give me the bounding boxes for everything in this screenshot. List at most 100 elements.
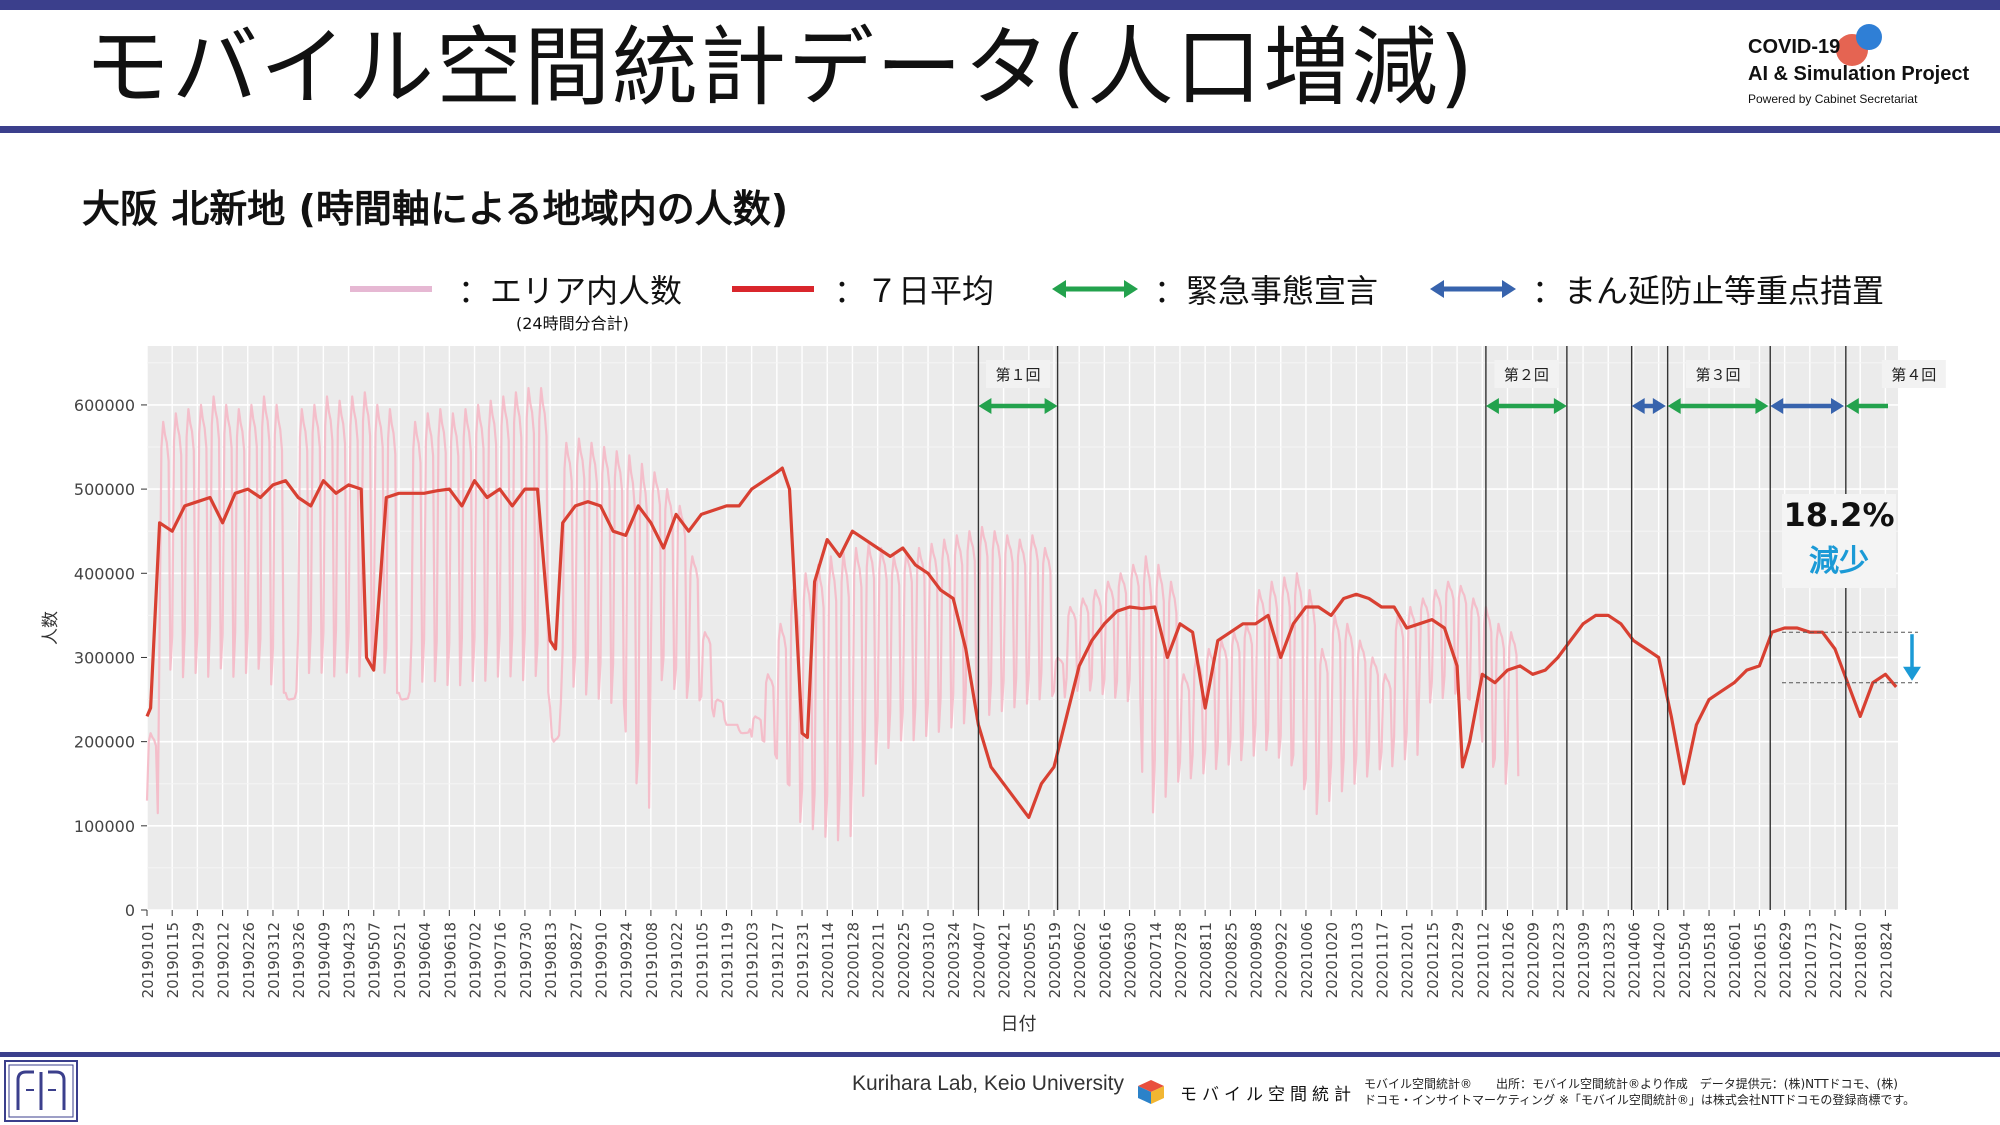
legend-label-avg: ：７日平均 bbox=[834, 272, 995, 310]
x-tick-label: 20191008 bbox=[643, 922, 661, 998]
x-tick-label: 20210727 bbox=[1827, 922, 1845, 998]
x-tick-label: 20190101 bbox=[139, 922, 157, 998]
drop-percent: 18.2% bbox=[1783, 496, 1895, 534]
legend-arrow-priority-icon bbox=[1430, 280, 1516, 298]
period-label-box bbox=[986, 360, 1051, 388]
x-tick-label: 20200602 bbox=[1071, 922, 1089, 998]
x-tick-label: 20200728 bbox=[1172, 922, 1190, 998]
x-tick-label: 20200519 bbox=[1046, 922, 1064, 998]
keio-lab-logo-icon bbox=[4, 1060, 78, 1122]
chart-subtitle: 大阪 北新地 (時間軸による地域内の人数) bbox=[82, 187, 789, 231]
x-tick-label: 20190409 bbox=[315, 922, 333, 998]
x-tick-label: 20200630 bbox=[1122, 922, 1140, 998]
brand-line-3: Powered by Cabinet Secretariat bbox=[1748, 92, 1918, 106]
x-tick-label: 20200421 bbox=[996, 922, 1014, 998]
x-tick-label: 20201201 bbox=[1399, 922, 1417, 998]
x-tick-label: 20200225 bbox=[895, 922, 913, 998]
project-brand: COVID-19 AI & Simulation Project Powered… bbox=[1748, 24, 1988, 114]
period-label: 第２回 bbox=[1504, 366, 1549, 384]
daily-population-line bbox=[145, 387, 1520, 842]
header-divider bbox=[0, 126, 2000, 133]
legend-note-daily: (24時間分合計) bbox=[516, 314, 629, 333]
period-arrow-head-right bbox=[1044, 398, 1058, 414]
brand-line-1: COVID-19 bbox=[1748, 36, 1841, 58]
y-tick-label: 400000 bbox=[74, 564, 135, 583]
x-tick-label: 20210504 bbox=[1676, 922, 1694, 998]
period-label: 第３回 bbox=[1696, 366, 1741, 384]
period-label: 第４回 bbox=[1891, 366, 1936, 384]
x-tick-label: 20210406 bbox=[1625, 922, 1643, 998]
seven-day-average-line bbox=[145, 466, 1898, 820]
x-tick-label: 20190924 bbox=[618, 922, 636, 998]
period-label: 第１回 bbox=[995, 366, 1040, 384]
x-tick-label: 20191022 bbox=[668, 922, 686, 998]
x-tick-label: 20190702 bbox=[467, 922, 485, 998]
x-tick-label: 20191217 bbox=[769, 922, 787, 998]
x-tick-label: 20190115 bbox=[164, 922, 182, 998]
period-arrow-head-right bbox=[1831, 398, 1845, 414]
x-tick-label: 20190716 bbox=[492, 922, 510, 998]
x-tick-label: 20200811 bbox=[1197, 922, 1215, 998]
cube-logo-icon bbox=[1138, 1080, 1164, 1104]
x-tick-label: 20200114 bbox=[819, 922, 837, 998]
footer-divider bbox=[0, 1052, 2000, 1057]
x-tick-label: 20201229 bbox=[1449, 922, 1467, 998]
x-tick-label: 20210601 bbox=[1726, 922, 1744, 998]
x-tick-label: 20190507 bbox=[366, 922, 384, 998]
x-tick-label: 20190521 bbox=[391, 922, 409, 998]
x-tick-label: 20200407 bbox=[970, 922, 988, 998]
footer-mobile-stats-logo: モバイル空間統計 bbox=[1134, 1076, 1351, 1106]
x-tick-label: 20190226 bbox=[240, 922, 258, 998]
x-tick-label: 20190813 bbox=[542, 922, 560, 998]
legend-swatch-avg bbox=[732, 286, 814, 292]
y-tick-label: 0 bbox=[125, 901, 135, 920]
y-axis-label: 人数 bbox=[41, 611, 61, 645]
x-tick-label: 20200128 bbox=[844, 922, 862, 998]
x-tick-label: 20210824 bbox=[1877, 922, 1895, 998]
x-tick-label: 20200908 bbox=[1248, 922, 1266, 998]
x-tick-label: 20200310 bbox=[920, 922, 938, 998]
y-tick-label: 600000 bbox=[74, 396, 135, 415]
y-tick-label: 300000 bbox=[74, 648, 135, 667]
x-tick-label: 20191105 bbox=[693, 922, 711, 998]
x-axis-label: 日付 bbox=[1001, 1014, 1037, 1035]
brand-line-2: AI & Simulation Project bbox=[1748, 63, 1970, 85]
drop-label: 減少 bbox=[1809, 544, 1869, 579]
period-arrow-head-right bbox=[1755, 398, 1769, 414]
x-tick-label: 20210518 bbox=[1701, 922, 1719, 998]
x-tick-label: 20210629 bbox=[1777, 922, 1795, 998]
x-tick-label: 20190604 bbox=[416, 922, 434, 998]
x-tick-label: 20200616 bbox=[1096, 922, 1114, 998]
x-tick-label: 20210126 bbox=[1499, 922, 1517, 998]
legend-label-emergency: ：緊急事態宣言 bbox=[1154, 272, 1379, 310]
x-tick-label: 20190730 bbox=[517, 922, 535, 998]
x-tick-label: 20191203 bbox=[744, 922, 762, 998]
decrease-arrow-head bbox=[1903, 666, 1921, 681]
x-tick-label: 20201117 bbox=[1374, 922, 1392, 998]
footer-lab-name: Kurihara Lab, Keio University bbox=[852, 1072, 1124, 1095]
x-tick-label: 20200324 bbox=[945, 922, 963, 998]
period-arrow-head-left bbox=[1485, 398, 1499, 414]
population-chart: 第１回 第２回 第３回 第４回 0 100000 200000 300000 400000 500… bbox=[41, 346, 1946, 1035]
x-tick-label: 20201006 bbox=[1298, 922, 1316, 998]
x-tick-label: 20201215 bbox=[1424, 922, 1442, 998]
period-arrow-head-left bbox=[1770, 398, 1784, 414]
page-title: モバイル空間統計データ(人口増減) bbox=[84, 18, 1476, 118]
legend-arrow-emergency-icon bbox=[1052, 280, 1138, 298]
period-arrow-head-left bbox=[1667, 398, 1681, 414]
footer-logo-text: モバイル空間統計 bbox=[1180, 1085, 1356, 1105]
x-tick-label: 20210112 bbox=[1474, 922, 1492, 998]
period-arrow-head-left bbox=[1631, 398, 1645, 414]
x-tick-label: 20210223 bbox=[1550, 922, 1568, 998]
y-tick-label: 500000 bbox=[74, 480, 135, 499]
footer-source-note: モバイル空間統計® 出所：モバイル空間統計®より作成 データ提供元：(株)NTT… bbox=[1364, 1076, 1915, 1108]
x-tick-label: 20200922 bbox=[1273, 922, 1291, 998]
legend-label-daily: ：エリア内人数 bbox=[458, 272, 683, 310]
x-tick-label: 20210713 bbox=[1802, 922, 1820, 998]
period-arrow-head-left bbox=[1845, 398, 1859, 414]
legend-swatch-daily bbox=[350, 286, 432, 292]
brand-blue-dot-icon bbox=[1856, 24, 1882, 50]
x-tick-label: 20210420 bbox=[1651, 922, 1669, 998]
period-arrow-head-right bbox=[1553, 398, 1567, 414]
period-label-box bbox=[1686, 360, 1751, 388]
